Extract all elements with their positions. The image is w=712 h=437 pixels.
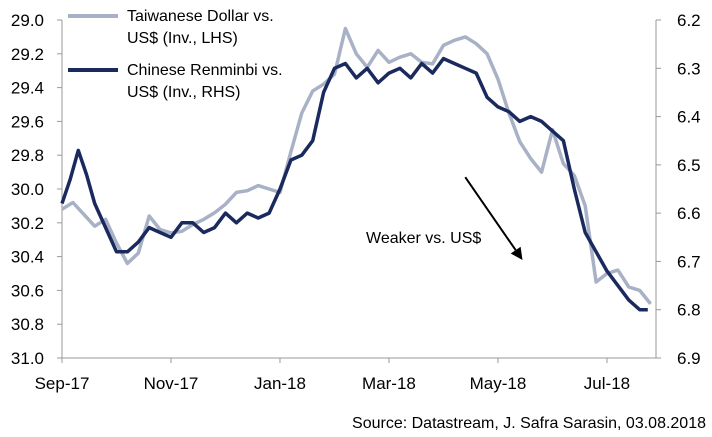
right-axis: 6.2 6.3 6.4 6.5 6.6 6.7 6.8 6.9 [655,11,701,368]
left-axis-tick-label: 30.6 [11,281,44,300]
source-note: Source: Datastream, J. Safra Sarasin, 03… [352,415,706,432]
left-axis-tick-label: 29.8 [11,146,44,165]
left-axis-tick-label: 29.4 [11,79,44,98]
annotation-arrowhead [510,246,523,260]
legend: Taiwanese Dollar vs. US$ (Inv., LHS) Chi… [68,8,283,101]
x-axis-tick-label: Jan-18 [254,374,306,393]
left-axis-tick-label: 30.8 [11,315,44,334]
right-axis-tick-label: 6.2 [677,11,701,30]
series-line-cny [60,56,648,312]
x-axis: Sep-17 Nov-17 Jan-18 Mar-18 May-18 Jul-18 [35,357,656,393]
x-axis-tick-label: Sep-17 [35,374,90,393]
x-axis-tick-label: Mar-18 [362,374,416,393]
annotation: Weaker vs. US$ [366,176,523,260]
x-axis-tick-label: Jul-18 [584,374,630,393]
legend-label-twd-line2: US$ (Inv., LHS) [127,30,238,47]
left-axis: 29.0 29.2 29.4 29.6 29.8 30.0 30.2 30.4 30.6 30.8… [11,11,63,368]
left-axis-tick-label: 29.2 [11,45,44,64]
right-axis-tick-label: 6.8 [677,301,701,320]
legend-label-cny-line2: US$ (Inv., RHS) [127,84,241,101]
legend-label-cny-line1: Chinese Renminbi vs. [127,62,283,79]
right-axis-tick-label: 6.9 [677,349,701,368]
left-axis-tick-label: 31.0 [11,349,44,368]
annotation-text: Weaker vs. US$ [366,230,481,247]
left-axis-tick-label: 29.0 [11,11,44,30]
annotation-arrow [464,176,517,251]
right-axis-tick-label: 6.5 [677,156,701,175]
right-axis-tick-label: 6.6 [677,204,701,223]
left-axis-tick-label: 30.0 [11,180,44,199]
legend-label-twd-line1: Taiwanese Dollar vs. [127,8,274,25]
series-layer [60,26,652,312]
right-axis-tick-label: 6.4 [677,108,701,127]
left-axis-tick-label: 30.2 [11,214,44,233]
left-axis-tick-label: 30.4 [11,248,44,267]
right-axis-tick-label: 6.3 [677,59,701,78]
left-axis-tick-label: 29.6 [11,112,44,131]
right-axis-tick-label: 6.7 [677,252,701,271]
x-axis-tick-label: Nov-17 [144,374,199,393]
x-axis-tick-label: May-18 [470,374,527,393]
